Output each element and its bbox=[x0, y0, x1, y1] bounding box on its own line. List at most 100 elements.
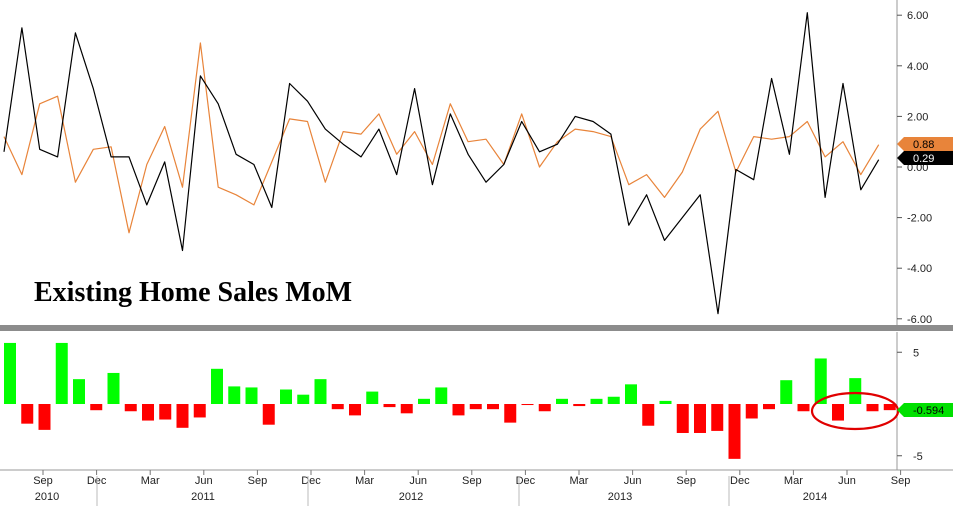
bar bbox=[607, 396, 620, 404]
bar bbox=[418, 398, 430, 404]
value-tag: 0.88 bbox=[897, 137, 953, 151]
bar bbox=[487, 404, 499, 410]
y-tick-label: 5 bbox=[913, 347, 919, 359]
x-year-label: 2010 bbox=[35, 491, 59, 503]
bar bbox=[90, 404, 103, 411]
bar bbox=[763, 404, 775, 410]
bar bbox=[193, 404, 206, 418]
line-series bbox=[3, 12, 880, 315]
value-tag-label: 0.29 bbox=[913, 153, 934, 165]
bar bbox=[349, 404, 361, 416]
x-tick-label: Mar bbox=[570, 475, 589, 487]
bar bbox=[780, 380, 793, 404]
value-tag: 0.29 bbox=[897, 151, 953, 165]
bar bbox=[642, 404, 655, 426]
x-tick-label: Jun bbox=[624, 475, 642, 487]
value-tag-shape bbox=[897, 151, 953, 165]
y-tick-label: 2.00 bbox=[907, 111, 928, 123]
x-year-label: 2012 bbox=[399, 491, 423, 503]
bar bbox=[314, 379, 327, 404]
bar bbox=[142, 404, 154, 421]
x-tick-label: Jun bbox=[838, 475, 856, 487]
bar bbox=[228, 386, 241, 404]
bar bbox=[469, 404, 482, 410]
bar bbox=[107, 372, 120, 404]
bar bbox=[590, 398, 603, 404]
x-year-label: 2011 bbox=[191, 491, 215, 503]
x-tick-label: Jun bbox=[195, 475, 213, 487]
value-tag: -0.594 bbox=[897, 403, 953, 417]
y-tick-label: 4.00 bbox=[907, 61, 928, 73]
bar bbox=[366, 391, 379, 404]
value-tag-label: -0.594 bbox=[913, 405, 944, 417]
bar bbox=[38, 404, 51, 430]
bar bbox=[383, 404, 396, 408]
bar bbox=[659, 400, 672, 404]
bar bbox=[711, 404, 724, 431]
bar bbox=[245, 387, 258, 404]
bar bbox=[280, 389, 292, 404]
value-tag-label: 0.88 bbox=[913, 139, 934, 151]
bar bbox=[728, 404, 741, 459]
chart-title: Existing Home Sales MoM bbox=[34, 277, 352, 308]
x-tick-label: Sep bbox=[248, 475, 268, 487]
bar bbox=[521, 404, 534, 406]
bar bbox=[832, 404, 844, 421]
bar bbox=[55, 342, 68, 404]
bar bbox=[556, 398, 568, 404]
y-tick-label: 6.00 bbox=[907, 10, 928, 22]
bar bbox=[124, 404, 137, 412]
bar bbox=[400, 404, 413, 414]
x-year-label: 2014 bbox=[803, 491, 827, 503]
bar bbox=[849, 378, 862, 404]
y-tick-label: -5 bbox=[913, 451, 923, 463]
bar bbox=[797, 404, 810, 412]
bar bbox=[573, 404, 586, 407]
bar bbox=[435, 387, 448, 404]
x-axis-ticks: SepDecMarJunSepDecMarJunSepDecMarJunSepD… bbox=[33, 470, 910, 506]
bar bbox=[176, 404, 189, 428]
series-line bbox=[3, 42, 880, 234]
bar bbox=[4, 342, 16, 404]
bar bbox=[538, 404, 551, 412]
bar bbox=[814, 358, 827, 404]
y-tick-label: -4.00 bbox=[907, 263, 932, 275]
bar bbox=[262, 404, 275, 425]
y-tick-label: -2.00 bbox=[907, 213, 932, 225]
bar bbox=[297, 394, 310, 404]
bar bbox=[452, 404, 465, 416]
bar bbox=[21, 404, 34, 424]
y-tick-label: -6.00 bbox=[907, 314, 932, 326]
x-tick-label: Dec bbox=[301, 475, 321, 487]
x-tick-label: Mar bbox=[355, 475, 374, 487]
x-tick-label: Dec bbox=[516, 475, 536, 487]
x-tick-label: Dec bbox=[730, 475, 750, 487]
x-tick-label: Sep bbox=[676, 475, 696, 487]
x-tick-label: Sep bbox=[33, 475, 53, 487]
bar bbox=[73, 379, 85, 404]
bar bbox=[504, 404, 517, 423]
series-line bbox=[3, 12, 880, 315]
bar bbox=[159, 404, 172, 420]
panel-separator bbox=[0, 325, 953, 331]
x-tick-label: Mar bbox=[784, 475, 803, 487]
lower-y-axis-ticks: 5 -5 bbox=[897, 347, 923, 463]
x-tick-label: Sep bbox=[891, 475, 911, 487]
bar bbox=[694, 404, 706, 433]
bar bbox=[625, 384, 637, 404]
bar bbox=[676, 404, 689, 433]
last-value-tags: 0.88 0.29 -0.594 bbox=[897, 137, 953, 417]
bar-series bbox=[4, 342, 896, 459]
value-tag-shape bbox=[897, 403, 953, 417]
x-year-label: 2013 bbox=[608, 491, 632, 503]
bar bbox=[866, 404, 879, 412]
bar bbox=[211, 368, 223, 404]
x-tick-label: Sep bbox=[462, 475, 482, 487]
value-tag-shape bbox=[897, 137, 953, 151]
x-tick-label: Jun bbox=[409, 475, 427, 487]
bar bbox=[331, 404, 344, 410]
bar bbox=[883, 404, 896, 411]
